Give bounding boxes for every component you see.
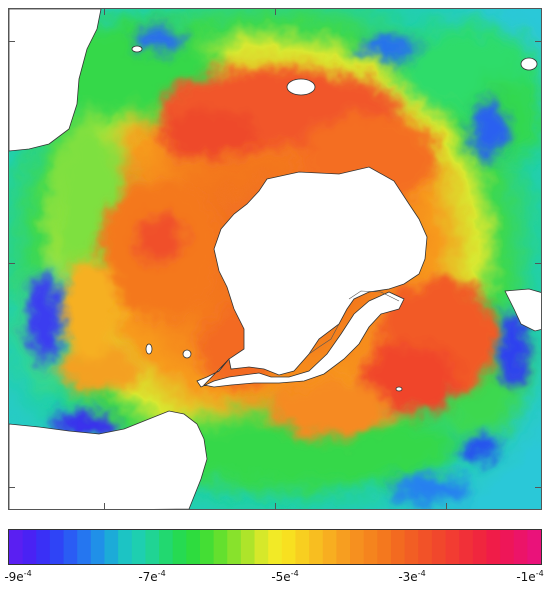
colorbar-swatch bbox=[77, 530, 92, 564]
colorbar-label: -7e-4 bbox=[138, 569, 166, 584]
colorbar-swatch bbox=[500, 530, 515, 564]
land-masses bbox=[9, 9, 541, 509]
colorbar-swatch bbox=[131, 530, 147, 564]
island bbox=[145, 343, 153, 355]
colorbar-label: -1e-4 bbox=[516, 569, 544, 584]
colorbar-swatch bbox=[159, 530, 174, 564]
island bbox=[131, 45, 143, 53]
colorbar-swatch bbox=[118, 530, 133, 564]
map-panel bbox=[8, 8, 542, 510]
south-america-landmass bbox=[9, 9, 102, 152]
colorbar-label: -5e-4 bbox=[271, 569, 299, 584]
colorbar-swatch bbox=[36, 530, 51, 564]
colorbar-swatch bbox=[240, 530, 256, 564]
colorbar-swatch bbox=[513, 530, 528, 564]
colorbar-swatch bbox=[390, 530, 406, 564]
tick-mark bbox=[104, 503, 105, 509]
tick-mark bbox=[275, 503, 276, 509]
island bbox=[520, 57, 538, 71]
colorbar-swatch bbox=[459, 530, 474, 564]
colorbar bbox=[8, 529, 542, 565]
colorbar-swatch bbox=[9, 530, 24, 564]
colorbar-swatch bbox=[363, 530, 378, 564]
colorbar-swatch bbox=[90, 530, 106, 564]
peninsula-landmass bbox=[196, 291, 405, 388]
colorbar-swatch bbox=[49, 530, 65, 564]
colorbar-label: -9e-4 bbox=[4, 569, 32, 584]
colorbar-swatch bbox=[268, 530, 283, 564]
tick-mark bbox=[9, 487, 15, 488]
tick-mark bbox=[9, 263, 15, 264]
australia-landmass bbox=[504, 288, 541, 332]
island bbox=[395, 386, 403, 392]
colorbar-swatch bbox=[431, 530, 447, 564]
colorbar-swatch bbox=[336, 530, 351, 564]
colorbar-label: -3e-4 bbox=[398, 569, 426, 584]
colorbar-swatch bbox=[22, 530, 37, 564]
ocean-field bbox=[9, 9, 541, 509]
polar-map bbox=[9, 9, 541, 509]
colorbar-swatch bbox=[322, 530, 337, 564]
tick-mark bbox=[535, 41, 541, 42]
colorbar-swatch bbox=[486, 530, 501, 564]
colorbar-swatch bbox=[445, 530, 460, 564]
colorbar-swatch bbox=[145, 530, 160, 564]
antarctica-coast-detail bbox=[308, 290, 400, 355]
africa-landmass bbox=[9, 410, 208, 509]
colorbar-swatch bbox=[63, 530, 78, 564]
tick-mark bbox=[535, 263, 541, 264]
tick-mark bbox=[275, 9, 276, 15]
colorbar-swatch bbox=[227, 530, 242, 564]
colorbar-swatch bbox=[172, 530, 187, 564]
colorbar-swatch bbox=[186, 530, 201, 564]
colorbar-swatch bbox=[418, 530, 433, 564]
tick-mark bbox=[535, 487, 541, 488]
colorbar-swatch bbox=[295, 530, 310, 564]
colorbar-swatch bbox=[350, 530, 365, 564]
colorbar-swatch bbox=[199, 530, 215, 564]
colorbar-swatch bbox=[472, 530, 488, 564]
tick-mark bbox=[9, 41, 15, 42]
island bbox=[286, 78, 316, 96]
colorbar-swatch bbox=[281, 530, 297, 564]
colorbar-swatch bbox=[377, 530, 392, 564]
tick-mark bbox=[104, 9, 105, 15]
island bbox=[182, 349, 192, 359]
tick-mark bbox=[446, 503, 447, 509]
colorbar-swatch bbox=[104, 530, 119, 564]
colorbar-swatch bbox=[527, 530, 541, 564]
colorbar-swatch bbox=[404, 530, 419, 564]
colorbar-swatch bbox=[254, 530, 269, 564]
colorbar-swatch bbox=[213, 530, 228, 564]
colorbar-swatch bbox=[309, 530, 324, 564]
colorbar-swatches bbox=[9, 530, 541, 564]
